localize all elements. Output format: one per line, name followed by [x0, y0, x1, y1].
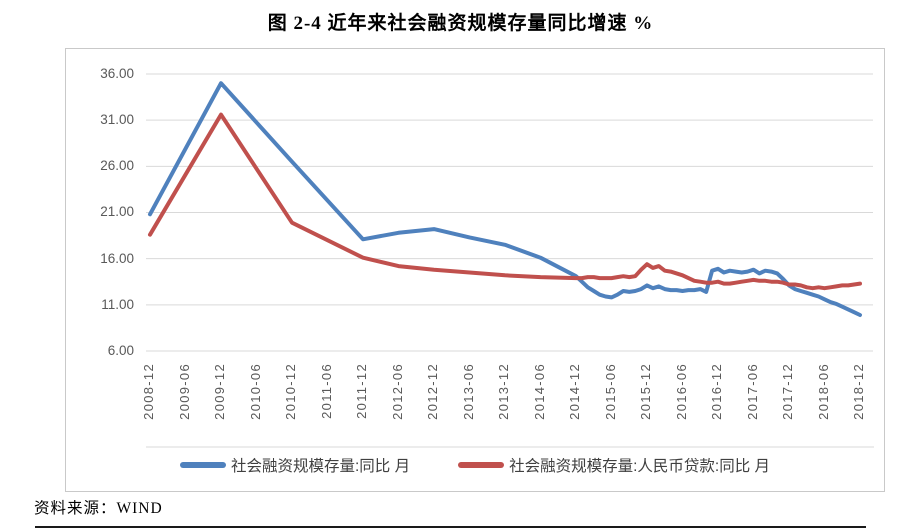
x-tick-label: 2018-06: [815, 363, 831, 420]
y-tick-label: 31.00: [100, 112, 134, 128]
x-tick-label: 2015-06: [602, 363, 618, 420]
x-tick-label: 2018-12: [851, 363, 866, 420]
legend: 社会融资规模存量:同比 月 社会融资规模存量:人民币贷款:同比 月: [66, 454, 884, 476]
data-source-note: 资料来源：WIND: [34, 500, 163, 517]
y-tick-label: 36.00: [100, 66, 134, 81]
x-tick-label: 2016-12: [709, 363, 724, 420]
x-tick-label: 2009-12: [212, 363, 227, 420]
legend-item-rmb-loans: 社会融资规模存量:人民币贷款:同比 月: [458, 454, 770, 476]
legend-line-swatch-blue: [179, 462, 226, 468]
x-tick-label: 2013-06: [460, 363, 476, 420]
table-bottom-border: [35, 526, 866, 528]
y-tick-label: 26.00: [100, 158, 134, 174]
y-tick-label: 6.00: [107, 342, 134, 358]
x-tick-label: 2012-06: [389, 363, 405, 420]
y-tick-label: 11.00: [101, 296, 134, 312]
x-tick-label: 2017-12: [780, 363, 795, 420]
x-tick-label: 2017-06: [744, 363, 760, 420]
legend-line-swatch-red: [458, 462, 505, 468]
series-line-rmb-loans: [148, 112, 862, 291]
x-tick-label: 2011-12: [354, 363, 369, 419]
legend-item-sf-total: 社会融资规模存量:同比 月: [179, 454, 411, 476]
chart-title: 图 2-4 近年来社会融资规模存量同比增速 %: [267, 13, 654, 34]
x-tick-label: 2014-06: [531, 363, 547, 420]
x-tick-label: 2009-06: [176, 363, 192, 420]
plot-canvas: [146, 73, 874, 448]
x-tick-label: 2008-12: [141, 363, 156, 420]
x-tick-label: 2012-12: [425, 363, 440, 420]
x-tick-label: 2015-12: [638, 363, 653, 420]
chart-area: 36.00 31.00 26.00 21.00 16.00 11.00 6.00 2008-…: [65, 48, 885, 492]
y-tick-label: 21.00: [100, 204, 134, 220]
legend-label: 社会融资规模存量:人民币贷款:同比 月: [509, 458, 771, 475]
x-tick-label: 2010-12: [283, 363, 298, 420]
legend-label: 社会融资规模存量:同比 月: [230, 458, 411, 475]
x-tick-label: 2011-06: [318, 363, 334, 419]
x-tick-label: 2013-12: [496, 363, 511, 420]
x-tick-label: 2010-06: [247, 363, 263, 420]
y-tick-label: 16.00: [100, 250, 134, 266]
x-tick-label: 2016-06: [673, 363, 689, 420]
x-tick-label: 2014-12: [567, 363, 582, 420]
